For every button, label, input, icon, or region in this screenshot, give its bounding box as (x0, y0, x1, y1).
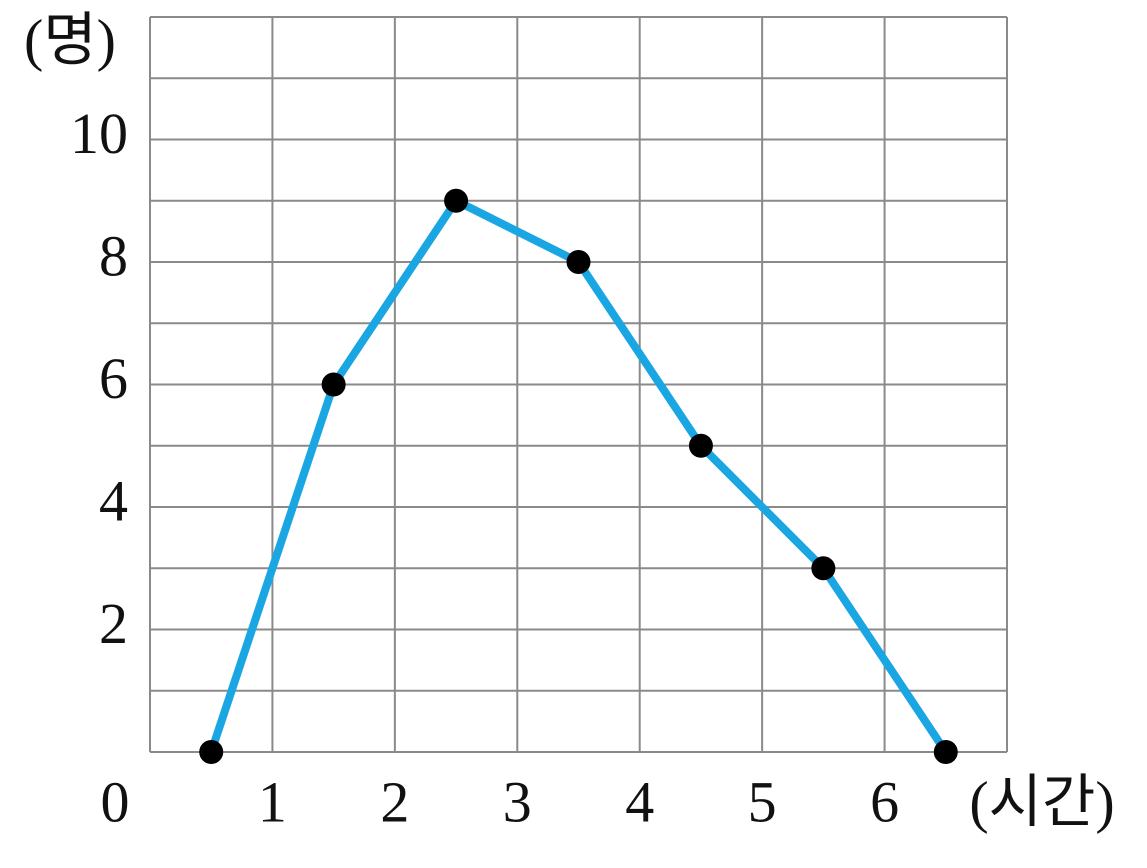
x-tick-label: 4 (625, 769, 654, 834)
data-point (566, 250, 591, 274)
y-tick-label: 10 (70, 101, 128, 166)
x-tick-label: 0 (101, 769, 130, 834)
x-tick-label: 1 (258, 769, 287, 834)
x-tick-label: 2 (380, 769, 409, 834)
data-line (207, 196, 950, 755)
y-axis-label: (명) (24, 7, 116, 72)
data-point (199, 740, 224, 764)
x-axis-label: (시간) (969, 769, 1114, 834)
x-tick-label: 5 (748, 769, 777, 834)
data-point (688, 433, 713, 458)
y-tick-label: 4 (99, 468, 128, 533)
x-tick-label: 3 (503, 769, 532, 834)
x-tick-label: 6 (870, 769, 899, 834)
data-point (444, 188, 469, 213)
data-point (321, 372, 346, 397)
y-tick-label: 8 (99, 223, 128, 288)
y-tick-label: 6 (99, 346, 128, 411)
data-point (933, 740, 958, 764)
y-tick-label: 2 (99, 591, 128, 656)
data-point (811, 556, 836, 581)
